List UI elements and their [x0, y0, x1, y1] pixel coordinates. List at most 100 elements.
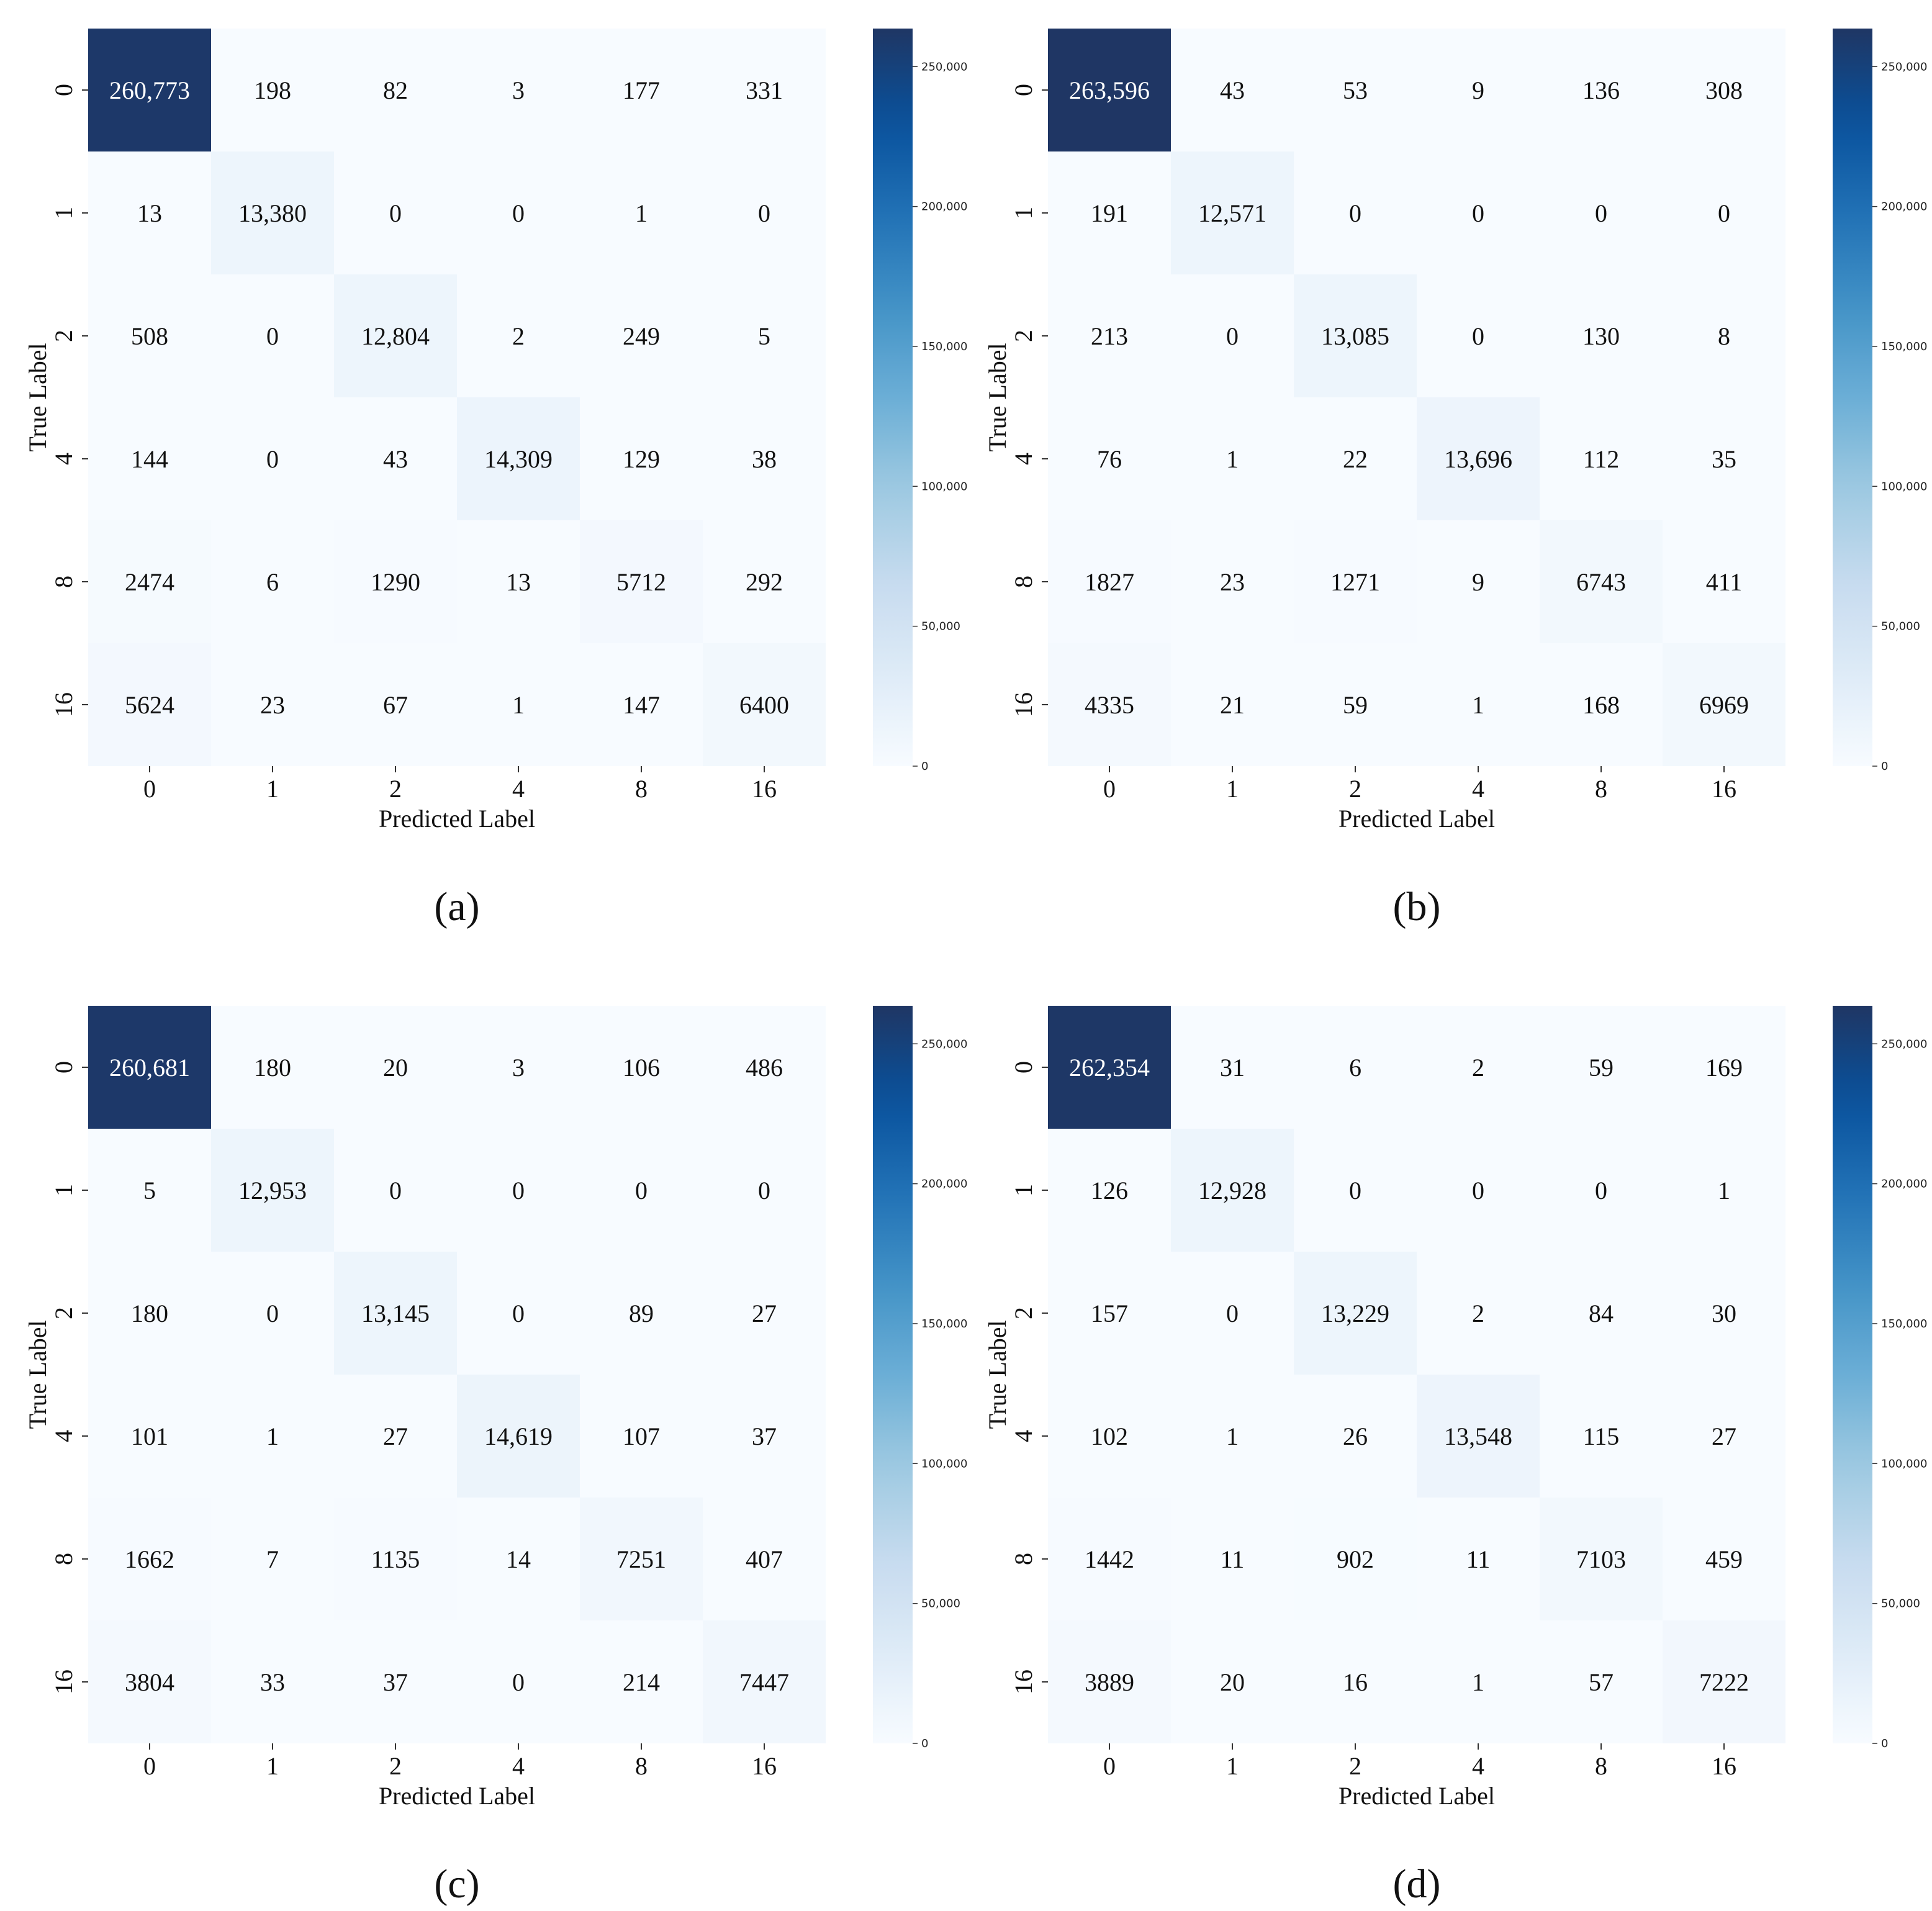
cell-value-label: 0: [1472, 322, 1484, 350]
heatmap-cell: [1417, 1498, 1540, 1620]
cell-value-label: 43: [383, 445, 408, 473]
heatmap-cell: [1048, 1129, 1171, 1252]
heatmap-cell: [334, 643, 457, 766]
heatmap-cell: [703, 1375, 826, 1498]
heatmap-cell: [211, 151, 334, 274]
x-tick-label: 0: [143, 1752, 156, 1780]
heatmap-cell: [1540, 274, 1663, 397]
heatmap-cell: [1171, 397, 1294, 520]
cell-value-label: 4335: [1085, 691, 1134, 719]
heatmap-cell: [1417, 643, 1540, 766]
heatmap-cell: [1663, 29, 1785, 151]
panel-caption: (b): [1393, 884, 1441, 929]
heatmap-cell: [211, 397, 334, 520]
x-tick-label: 2: [1349, 775, 1361, 803]
cell-value-label: 6969: [1699, 691, 1749, 719]
x-tick-label: 8: [635, 775, 648, 803]
heatmap-cell: [580, 1252, 703, 1375]
cell-value-label: 20: [383, 1054, 408, 1082]
cell-value-label: 459: [1705, 1545, 1743, 1573]
cell-value-label: 14: [506, 1545, 531, 1573]
cell-value-label: 1: [1718, 1177, 1730, 1204]
heatmap-cell: [580, 1375, 703, 1498]
x-tick-label: 2: [389, 775, 402, 803]
heatmap-cell: [1417, 1006, 1540, 1129]
heatmap-cell: [88, 29, 211, 151]
cell-value-label: 8: [1718, 322, 1730, 350]
cell-value-label: 6743: [1576, 568, 1626, 596]
y-tick-label: 4: [50, 1430, 78, 1442]
colorbar-tick-label: 0: [1881, 1737, 1888, 1750]
y-tick-label: 4: [1009, 1430, 1037, 1442]
heatmap-cell: [1540, 397, 1663, 520]
cell-value-label: 5712: [616, 568, 666, 596]
heatmap-cell: [1048, 1620, 1171, 1743]
cell-value-label: 0: [758, 1177, 770, 1204]
cell-value-label: 115: [1583, 1422, 1620, 1450]
cell-value-label: 0: [1349, 199, 1361, 227]
cell-value-label: 13: [137, 199, 162, 227]
heatmap-cell: [1171, 1498, 1294, 1620]
y-tick-label: 16: [50, 692, 78, 717]
heatmap-cell: [334, 397, 457, 520]
x-tick-label: 16: [1712, 1752, 1736, 1780]
colorbar-tick-label: 0: [921, 760, 928, 773]
y-tick-label: 4: [1009, 453, 1037, 465]
heatmap-cell: [88, 274, 211, 397]
heatmap-cell: [88, 1006, 211, 1129]
y-tick-label: 2: [50, 330, 78, 342]
cell-value-label: 0: [512, 199, 525, 227]
heatmap-cell: [1048, 520, 1171, 643]
heatmap-cell: [211, 1375, 334, 1498]
heatmap-cell: [334, 1375, 457, 1498]
heatmap-cell: [580, 643, 703, 766]
heatmap-cell: [1540, 1129, 1663, 1252]
colorbar-tick-label: 150,000: [1881, 340, 1927, 353]
cell-value-label: 67: [383, 691, 408, 719]
heatmap-cell: [1417, 274, 1540, 397]
x-tick-label: 16: [1712, 775, 1736, 803]
heatmap-cell: [457, 274, 580, 397]
y-axis-label: True Label: [24, 343, 52, 451]
heatmap-cell: [703, 1498, 826, 1620]
heatmap-cell: [1171, 1620, 1294, 1743]
heatmap-cell: [1540, 1006, 1663, 1129]
heatmap-cell: [703, 1620, 826, 1743]
heatmap-cell: [1417, 1375, 1540, 1498]
heatmap-cell: [1417, 1252, 1540, 1375]
cell-value-label: 27: [383, 1422, 408, 1450]
heatmap-cell: [457, 1252, 580, 1375]
heatmap-cell: [1663, 1006, 1785, 1129]
heatmap-cell: [1294, 1498, 1417, 1620]
y-tick-label: 16: [1009, 692, 1037, 717]
heatmap-cell: [703, 520, 826, 643]
heatmap-cell: [88, 520, 211, 643]
heatmap-cell: [1171, 1252, 1294, 1375]
heatmap-cell: [457, 397, 580, 520]
heatmap-cell: [1294, 1252, 1417, 1375]
x-tick-label: 1: [1226, 775, 1239, 803]
heatmap-cell: [211, 1006, 334, 1129]
cell-value-label: 82: [383, 76, 408, 104]
heatmap-cell: [1171, 151, 1294, 274]
heatmap-cell: [457, 643, 580, 766]
colorbar-tick-label: 200,000: [921, 1178, 967, 1191]
x-tick-label: 0: [143, 775, 156, 803]
heatmap-cell: [580, 151, 703, 274]
cell-value-label: 22: [1343, 445, 1368, 473]
colorbar-tick-label: 100,000: [921, 480, 967, 493]
cell-value-label: 13: [506, 568, 531, 596]
panel-caption: (a): [434, 884, 479, 929]
heatmap-cell: [211, 274, 334, 397]
colorbar-tick-label: 50,000: [921, 1597, 960, 1611]
cell-value-label: 12,953: [238, 1177, 307, 1204]
cell-value-label: 214: [623, 1668, 660, 1696]
x-tick-label: 2: [389, 1752, 402, 1780]
heatmap-cell: [88, 1129, 211, 1252]
heatmap-cell: [457, 1375, 580, 1498]
cell-value-label: 0: [1472, 199, 1484, 227]
heatmap-cell: [1540, 151, 1663, 274]
colorbar-tick-label: 150,000: [921, 1317, 967, 1330]
colorbar-tick-label: 250,000: [1881, 1037, 1927, 1050]
